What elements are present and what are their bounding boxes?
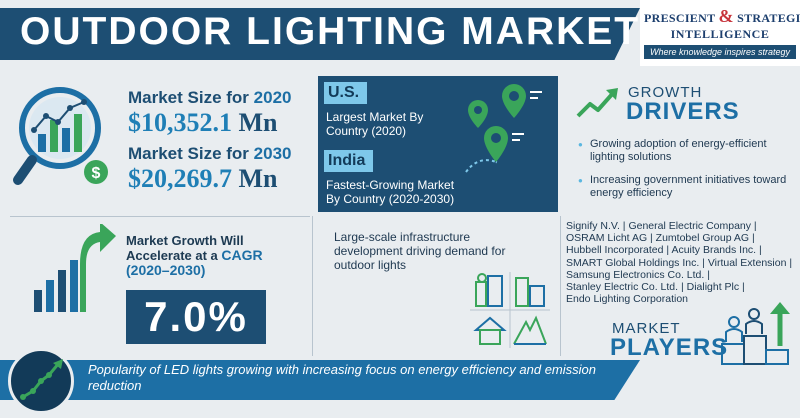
svg-text:$: $ — [92, 165, 101, 182]
list-item: SMART Global Holdings Inc. | Virtual Ext… — [566, 256, 793, 269]
market-size-2030-value: $20,269.7 Mn — [128, 164, 278, 193]
cagr-label: Market Growth Will Accelerate at a CAGR … — [126, 233, 263, 278]
list-item: Stanley Electric Co. Ltd. | Dialight Plc… — [566, 281, 745, 294]
drivers-heading: DRIVERS — [626, 98, 740, 125]
led-growth-badge — [8, 348, 74, 414]
list-item: Growing adoption of energy-efficient lig… — [578, 138, 792, 164]
largest-country-desc: Largest Market By Country (2020) — [326, 110, 424, 138]
market-size-2020-label: Market Size for 2020 — [128, 88, 292, 107]
rising-bars-icon — [34, 224, 116, 312]
list-item: Samsung Electronics Co. Ltd. | — [566, 268, 710, 281]
podium-people-icon — [721, 302, 790, 365]
company-logo: PRESCIENT & STRATEGIC INTELLIGENCE Where… — [640, 0, 800, 66]
logo-word-prescient: PRESCIENT — [644, 11, 716, 25]
page-title: OUTDOOR LIGHTING MARKET — [20, 10, 641, 53]
list-item: OSRAM Licht AG | Zumtobel Group AG | — [566, 232, 755, 245]
magnifier-chart-icon: $ — [13, 87, 108, 185]
fastest-country-desc: Fastest-Growing Market By Country (2020-… — [326, 178, 455, 206]
players-heading: PLAYERS — [610, 334, 729, 361]
market-heading: MARKET — [612, 320, 681, 337]
list-item: Endo Lighting Corporation — [566, 293, 689, 306]
players-list: Signify N.V. | General Electric Company … — [566, 220, 796, 305]
infrastructure-text: Large-scale infrastructure development d… — [334, 230, 506, 272]
trend-line-icon — [20, 359, 63, 400]
list-item: Hubbell Incorporated | Acuity Brands Inc… — [566, 244, 762, 257]
cagr-value: 7.0% — [126, 290, 266, 344]
fastest-country-tag: India — [324, 150, 374, 172]
country-panel: U.S. Largest Market By Country (2020) In… — [318, 76, 558, 212]
market-size-2020-value: $10,352.1 Mn — [128, 108, 278, 137]
logo-word-strategic: STRATEGIC — [737, 11, 800, 25]
list-item: Signify N.V. | General Electric Company … — [566, 220, 757, 232]
location-pins-icon — [465, 84, 542, 173]
drivers-list: Growing adoption of energy-efficient lig… — [578, 138, 792, 210]
logo-tagline: Where knowledge inspires strategy — [644, 45, 796, 59]
bottom-banner-text: Popularity of LED lights growing with in… — [88, 362, 596, 393]
bottom-banner — [0, 360, 640, 400]
logo-word-intelligence: INTELLIGENCE — [670, 27, 770, 41]
divider — [560, 216, 561, 356]
growth-heading: GROWTH — [628, 84, 703, 101]
largest-country-tag: U.S. — [324, 82, 368, 104]
header: OUTDOOR LIGHTING MARKET PRESCIENT & STRA… — [0, 0, 800, 66]
logo-ampersand: & — [718, 6, 734, 26]
divider — [10, 216, 310, 217]
infrastructure-icon — [470, 272, 550, 348]
growth-arrow-icon — [576, 88, 618, 118]
divider — [312, 216, 313, 356]
market-size-2030-label: Market Size for 2030 — [128, 144, 292, 163]
title-band — [0, 8, 640, 60]
list-item: Increasing government initiatives toward… — [578, 174, 792, 200]
